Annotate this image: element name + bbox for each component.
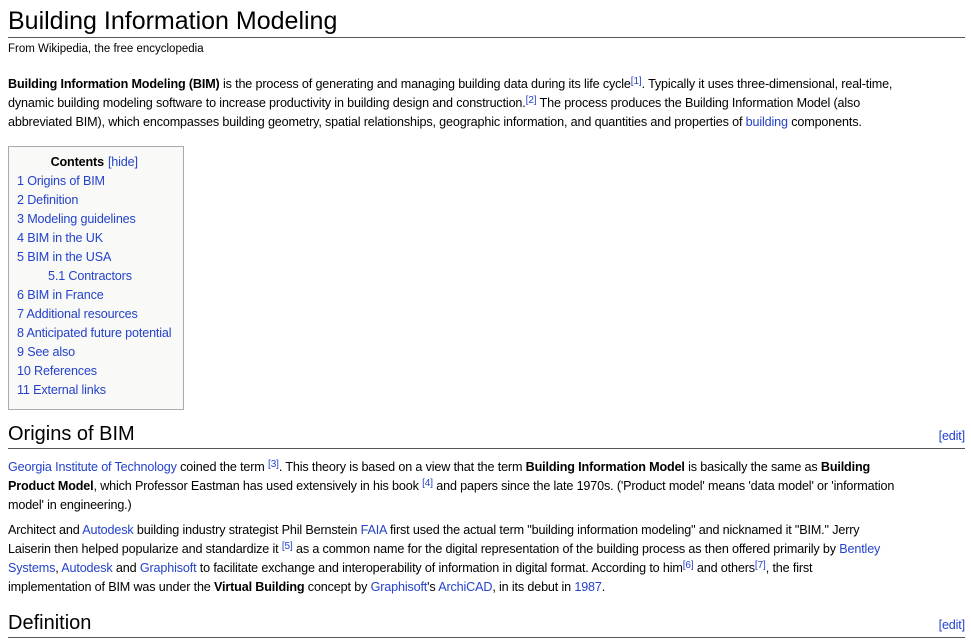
toc-hide-link[interactable]: [hide] [107,155,138,169]
text-run: abbreviated BIM), which encompasses buil… [8,115,746,129]
toc-item[interactable]: 5.1 Contractors [48,269,132,283]
toc-item[interactable]: 10 References [17,364,97,378]
edit-link[interactable]: [edit] [938,429,966,443]
text-run: . [601,580,606,594]
section-heading-row: Origins of BIM [edit] [8,422,965,449]
wiki-link[interactable]: Georgia Institute of Technology [8,460,177,474]
toc-item[interactable]: 8 Anticipated future potential [17,326,172,340]
text-run: first used the actual term "building inf… [386,523,860,537]
reference-link[interactable]: [7] [754,559,766,571]
wiki-link[interactable]: 1987 [574,580,602,594]
toc-item[interactable]: 1 Origins of BIM [17,174,105,188]
text-run: Building Information Model [525,460,685,474]
toc-item[interactable]: 7 Additional resources [17,307,138,321]
text-run: , the first [765,561,813,575]
wiki-link[interactable]: ArchiCAD [438,580,493,594]
wiki-link[interactable]: Graphisoft [139,561,197,575]
reference-link[interactable]: [2] [525,94,537,106]
site-tagline: From Wikipedia, the free encyclopedia [8,43,204,55]
toc-item[interactable]: 11 External links [17,383,106,397]
reference-link[interactable]: [3] [268,458,279,470]
text-run: dynamic building modeling software to in… [8,96,526,110]
toc-item[interactable]: 3 Modeling guidelines [17,212,136,226]
table-of-contents: Contents [hide] 1 Origins of BIM 2 Definit… [8,146,185,410]
reference-link[interactable]: [6] [682,559,694,571]
text-run: and [112,561,140,575]
paragraph: Architect and Autodesk building industry… [8,521,965,597]
toc-header: Contents [hide] [17,153,171,172]
text-run: 's [427,580,439,594]
text-run: components. [787,115,862,129]
wiki-link[interactable]: Systems [8,561,56,575]
wiki-link[interactable]: Autodesk [82,523,134,537]
wiki-link[interactable]: Autodesk [61,561,113,575]
page-title: Building Information Modeling [8,7,965,38]
text-run: Building [820,460,871,474]
text-run: , in its debut in [492,580,575,594]
section-heading-row: Definition [edit] [8,611,965,638]
wiki-link[interactable]: FAIA [360,523,387,537]
text-run: . This theory is based on a view that th… [278,460,526,474]
text-run: . Typically it uses three-dimensional, r… [641,77,893,91]
toc-item[interactable]: 2 Definition [17,193,79,207]
text-run: Laiserin then helped popularize and stan… [8,542,282,556]
toc-item[interactable]: 4 BIM in the UK [17,231,103,245]
section-definition: Definition [edit] [8,611,965,638]
text-run: is basically the same as [684,460,821,474]
toc-item[interactable]: 9 See also [17,345,76,359]
toc-title: Contents [50,155,105,169]
toc-list: 1 Origins of BIM 2 Definition 3 Modeling g… [17,172,172,400]
reference-link[interactable]: [5] [281,540,293,552]
text-run: model' in engineering.) [8,498,132,512]
toc-item[interactable]: 6 BIM in France [17,288,104,302]
text-run: Building Information Modeling (BIM) [8,77,220,91]
text-run: implementation of BIM was under the [8,580,215,594]
text-run: Virtual Building [214,580,305,594]
text-run: to facilitate exchange and interoperabil… [196,561,683,575]
text-run: , which Professor Eastman has used exten… [93,479,423,493]
text-run: Product Model [8,479,94,493]
wiki-link[interactable]: Bentley [839,542,881,556]
section-origins-of-bim: Origins of BIM [edit] Georgia Institute … [8,422,965,597]
text-run: , [55,561,62,575]
text-run: and papers since the late 1970s. ('Produ… [432,479,895,493]
wiki-link[interactable]: Graphisoft [370,580,428,594]
section-heading: Origins of BIM [8,423,135,445]
edit-link[interactable]: [edit] [938,618,966,632]
paragraph: Georgia Institute of Technology coined t… [8,458,965,515]
article-page: Building Information Modeling From Wikip… [0,7,971,638]
text-run: and others [693,561,755,575]
text-run: coined the term [176,460,269,474]
text-run: concept by [304,580,371,594]
reference-link[interactable]: [4] [422,477,433,489]
reference-link[interactable]: [1] [630,75,642,87]
section-heading: Definition [8,612,92,634]
intro-paragraph: Building Information Modeling (BIM) is t… [8,75,965,132]
text-run: building industry strategist Phil Bernst… [133,523,361,537]
text-run: is the process of generating and managin… [219,77,631,91]
toc-item[interactable]: 5 BIM in the USA [17,250,112,264]
text-run: as a common name for the digital represe… [292,542,840,556]
text-run: Architect and [8,523,83,537]
wiki-link[interactable]: building [745,115,788,129]
text-run: The process produces the Building Inform… [536,96,861,110]
